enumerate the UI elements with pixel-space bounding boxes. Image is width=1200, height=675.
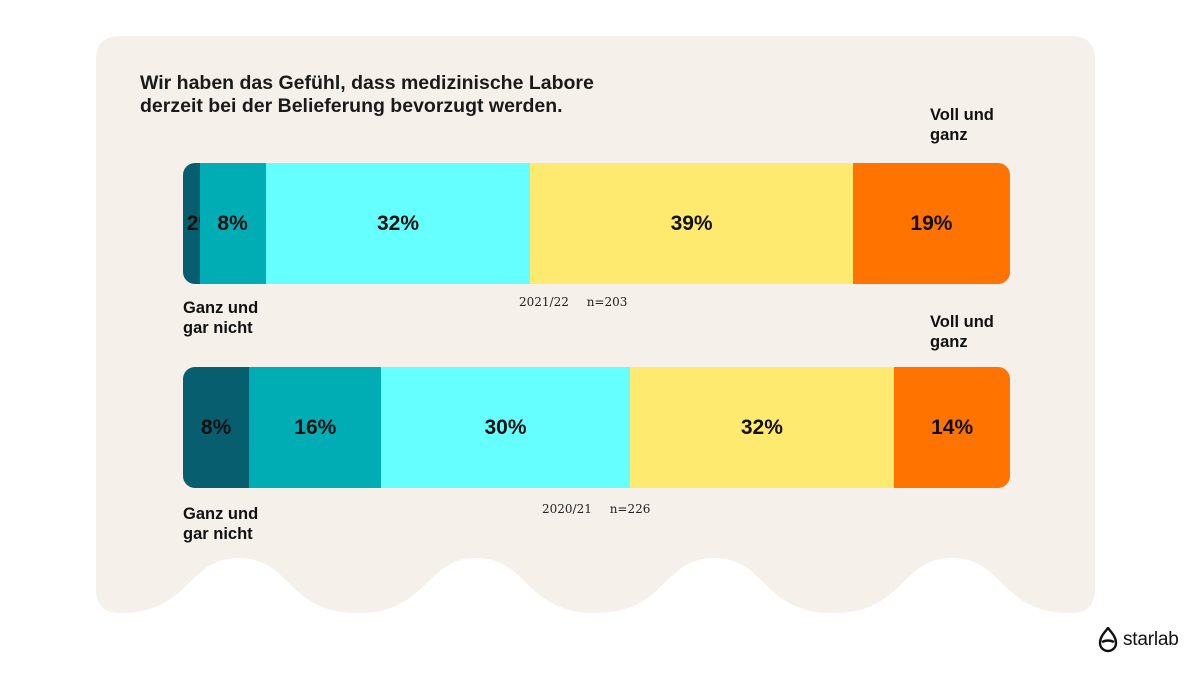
bar-segment-1-2 bbox=[381, 367, 630, 488]
bar-row-2020-21: 8% 16% 30% 32% 14% bbox=[183, 367, 1010, 488]
scale-low-label-2021-22: Ganz und gar nicht bbox=[183, 299, 259, 337]
bar-segment-1-4 bbox=[894, 367, 1010, 488]
meta-2020-21: 2020/21 n=226 bbox=[542, 502, 650, 516]
title-line-1: Wir haben das Gefühl, dass medizinische … bbox=[140, 72, 594, 94]
title-line-2: derzeit bei der Belieferung bevorzugt we… bbox=[140, 95, 563, 117]
chart-title: Wir haben das Gefühl, dass medizinische … bbox=[140, 72, 740, 118]
segment-value-label-0-3: 39% bbox=[670, 211, 713, 235]
starlab-logo: starlab bbox=[1097, 627, 1179, 653]
meta-2021-22: 2021/22 n=203 bbox=[519, 295, 627, 309]
segment-value-label-1-4: 14% bbox=[931, 415, 974, 439]
bar-segment-0-4 bbox=[852, 163, 1010, 284]
bar-segment-1-1 bbox=[249, 367, 382, 488]
period-label: 2021/22 bbox=[519, 295, 569, 309]
bar-segment-0-0 bbox=[183, 163, 200, 284]
segment-value-label-0-2: 32% bbox=[377, 211, 420, 235]
segment-value-label-1-3: 32% bbox=[740, 415, 783, 439]
bar-row-2021-22: 2%8%32%39%19% bbox=[183, 163, 1010, 284]
sample-size: n=226 bbox=[609, 502, 651, 516]
starlab-drop-icon bbox=[1098, 627, 1118, 653]
bar-segment-1-0 bbox=[183, 367, 250, 488]
stacked-bar-2021-22: 2%8%32%39%19% bbox=[183, 163, 1010, 284]
bar-segment-0-3 bbox=[530, 163, 853, 284]
segment-value-label-1-1: 16% bbox=[294, 415, 337, 439]
stacked-bar-2020-21: 8% 16% 30% 32% 14% bbox=[183, 367, 1010, 488]
bar-segment-0-2 bbox=[265, 163, 531, 284]
bar-segment-0-1 bbox=[199, 163, 266, 284]
period-label: 2020/21 bbox=[542, 502, 592, 516]
sample-size: n=203 bbox=[586, 295, 628, 309]
scale-low-label-2020-21: Ganz und gar nicht bbox=[183, 505, 259, 543]
segment-value-label-1-2: 30% bbox=[484, 415, 527, 439]
segment-value-label-0-4: 19% bbox=[910, 211, 953, 235]
scale-high-label-2020-21: Voll und ganz bbox=[930, 313, 994, 351]
scale-high-label-2021-22: Voll und ganz bbox=[930, 106, 994, 144]
segment-value-label-0-1: 8% bbox=[217, 211, 248, 235]
bar-segment-1-3 bbox=[629, 367, 895, 488]
segment-value-label-1-0: 8% bbox=[200, 415, 232, 439]
brand-name: starlab bbox=[1123, 629, 1179, 650]
